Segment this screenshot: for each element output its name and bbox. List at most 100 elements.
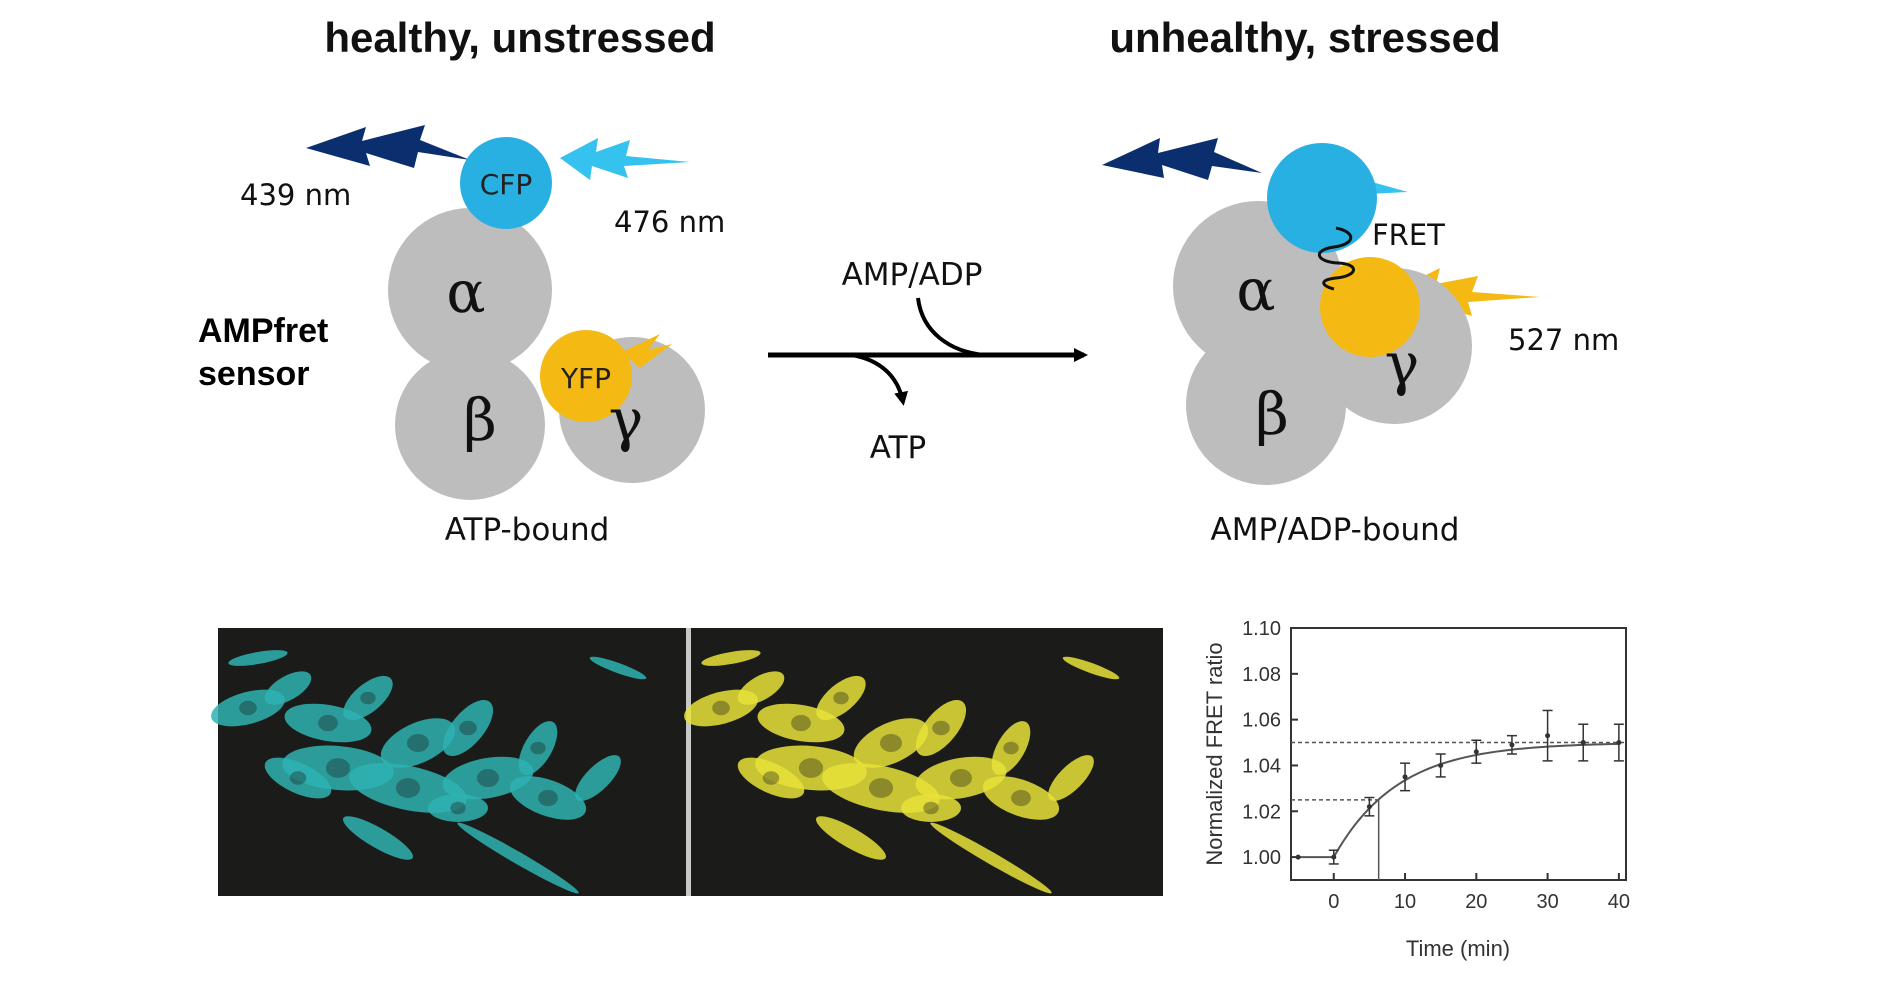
yellow-nucleus (791, 714, 811, 732)
cyan-nucleus (477, 769, 499, 787)
micrograph-panel (211, 628, 1163, 896)
x-tick-label: 30 (1536, 891, 1558, 913)
subunit-beta-right (1186, 325, 1346, 485)
data-point (1438, 762, 1444, 768)
cfp-protein (460, 137, 552, 229)
cyan-nucleus (325, 758, 351, 778)
cyan-cell (343, 816, 413, 860)
yellow-cell (930, 822, 1052, 894)
yellow-cell (991, 721, 1031, 775)
yellow-nucleus (880, 734, 902, 752)
micrograph-yellow (684, 650, 1120, 894)
data-point (1509, 742, 1515, 748)
y-tick-label: 1.08 (1242, 664, 1281, 686)
yellow-cell (737, 757, 805, 799)
data-points (1295, 709, 1624, 865)
yellow-nucleus (712, 700, 730, 716)
y-tick-label: 1.04 (1242, 755, 1281, 777)
cyan-nucleus (239, 700, 257, 716)
yellow-nucleus (1011, 789, 1031, 807)
subunit-alpha (388, 208, 552, 372)
cyan-cell (457, 822, 579, 894)
cyan-nucleus (395, 778, 421, 798)
data-point (1331, 854, 1337, 860)
caption-atp-bound: ATP-bound (445, 512, 610, 548)
x-tick-label: 40 (1608, 891, 1630, 913)
data-point (1616, 740, 1622, 746)
beta-label: β (463, 386, 497, 454)
cyan-nucleus (538, 789, 558, 807)
caption-amp-adp-bound: AMP/ADP-bound (1211, 512, 1460, 548)
amp-adp-input-curve (916, 297, 986, 357)
yellow-nucleus (1003, 741, 1019, 755)
title-stressed: unhealthy, stressed (1109, 14, 1500, 61)
cyan-cell (264, 671, 312, 705)
cfp-protein-right (1267, 143, 1377, 253)
x-axis-ticks: 0 10 20 30 40 (1328, 873, 1630, 913)
cfp-label: CFP (480, 168, 533, 201)
micrograph-divider (686, 628, 691, 896)
side-label-line2: sensor (198, 355, 310, 393)
yellow-cell (853, 718, 929, 768)
yfp-label: YFP (560, 362, 611, 395)
cyan-cell (343, 675, 393, 721)
atp-output-curve (851, 353, 908, 406)
data-point (1473, 749, 1479, 755)
cyan-cell (428, 794, 488, 822)
data-point (1295, 854, 1301, 860)
yellow-cell (982, 776, 1060, 820)
yellow-nucleus (950, 769, 972, 787)
alpha-label: α (446, 258, 485, 326)
yellow-nucleus (923, 801, 939, 815)
y-axis-label: Normalized FRET ratio (1202, 642, 1227, 865)
cyan-nucleus (289, 771, 307, 785)
x-axis-label: Time (min) (1406, 936, 1510, 961)
emission-wavelength-yfp: 527 nm (1508, 323, 1619, 357)
alpha-label-right: α (1236, 256, 1275, 324)
left-sensor: YFP CFP α β γ 439 nm 476 nm ATP-bound (240, 125, 725, 548)
fret-transfer-icon (1318, 226, 1355, 291)
reaction-input-label: AMP/ADP (842, 257, 983, 293)
gamma-label-right: γ (1385, 330, 1420, 398)
beta-label-right: β (1255, 380, 1289, 448)
excitation-wavelength: 439 nm (240, 178, 351, 212)
yfp-protein (540, 330, 632, 422)
data-point (1402, 774, 1408, 780)
emission-wavelength-cfp: 476 nm (614, 205, 725, 239)
cyan-cell (518, 721, 558, 775)
yellow-nucleus (833, 691, 849, 705)
yellow-cell (816, 675, 866, 721)
cyan-cell (442, 699, 494, 757)
subunit-beta (395, 350, 545, 500)
yellow-cell (1048, 755, 1094, 801)
yellow-nucleus (762, 771, 780, 785)
emission-flash-icon (560, 138, 690, 180)
cyan-nucleus (360, 691, 376, 705)
y-tick-label: 1.00 (1242, 847, 1281, 869)
yellow-cell (901, 794, 961, 822)
x-tick-label: 10 (1394, 891, 1416, 913)
cyan-nucleus (318, 714, 338, 732)
cyan-cell (589, 656, 647, 680)
gamma-label: γ (609, 386, 644, 454)
yellow-cell (816, 816, 886, 860)
yellow-cell (1062, 656, 1120, 680)
yellow-nucleus (868, 778, 894, 798)
fret-label: FRET (1372, 218, 1445, 252)
cyan-cell (575, 755, 621, 801)
reaction-output-label: ATP (870, 430, 926, 466)
fit-curve (1298, 742, 1619, 859)
yfp-flash-icon (622, 334, 672, 368)
cyan-nucleus (407, 734, 429, 752)
cyan-cell (509, 776, 587, 820)
reaction-arrow: AMP/ADP ATP (768, 257, 1088, 466)
title-healthy: healthy, unstressed (324, 14, 715, 61)
x-tick-label: 0 (1328, 891, 1339, 913)
data-point (1545, 733, 1551, 739)
cyan-nucleus (459, 720, 477, 736)
side-label-line1: AMPfret (198, 312, 328, 350)
yellow-nucleus (932, 720, 950, 736)
yellow-cell (701, 650, 761, 666)
